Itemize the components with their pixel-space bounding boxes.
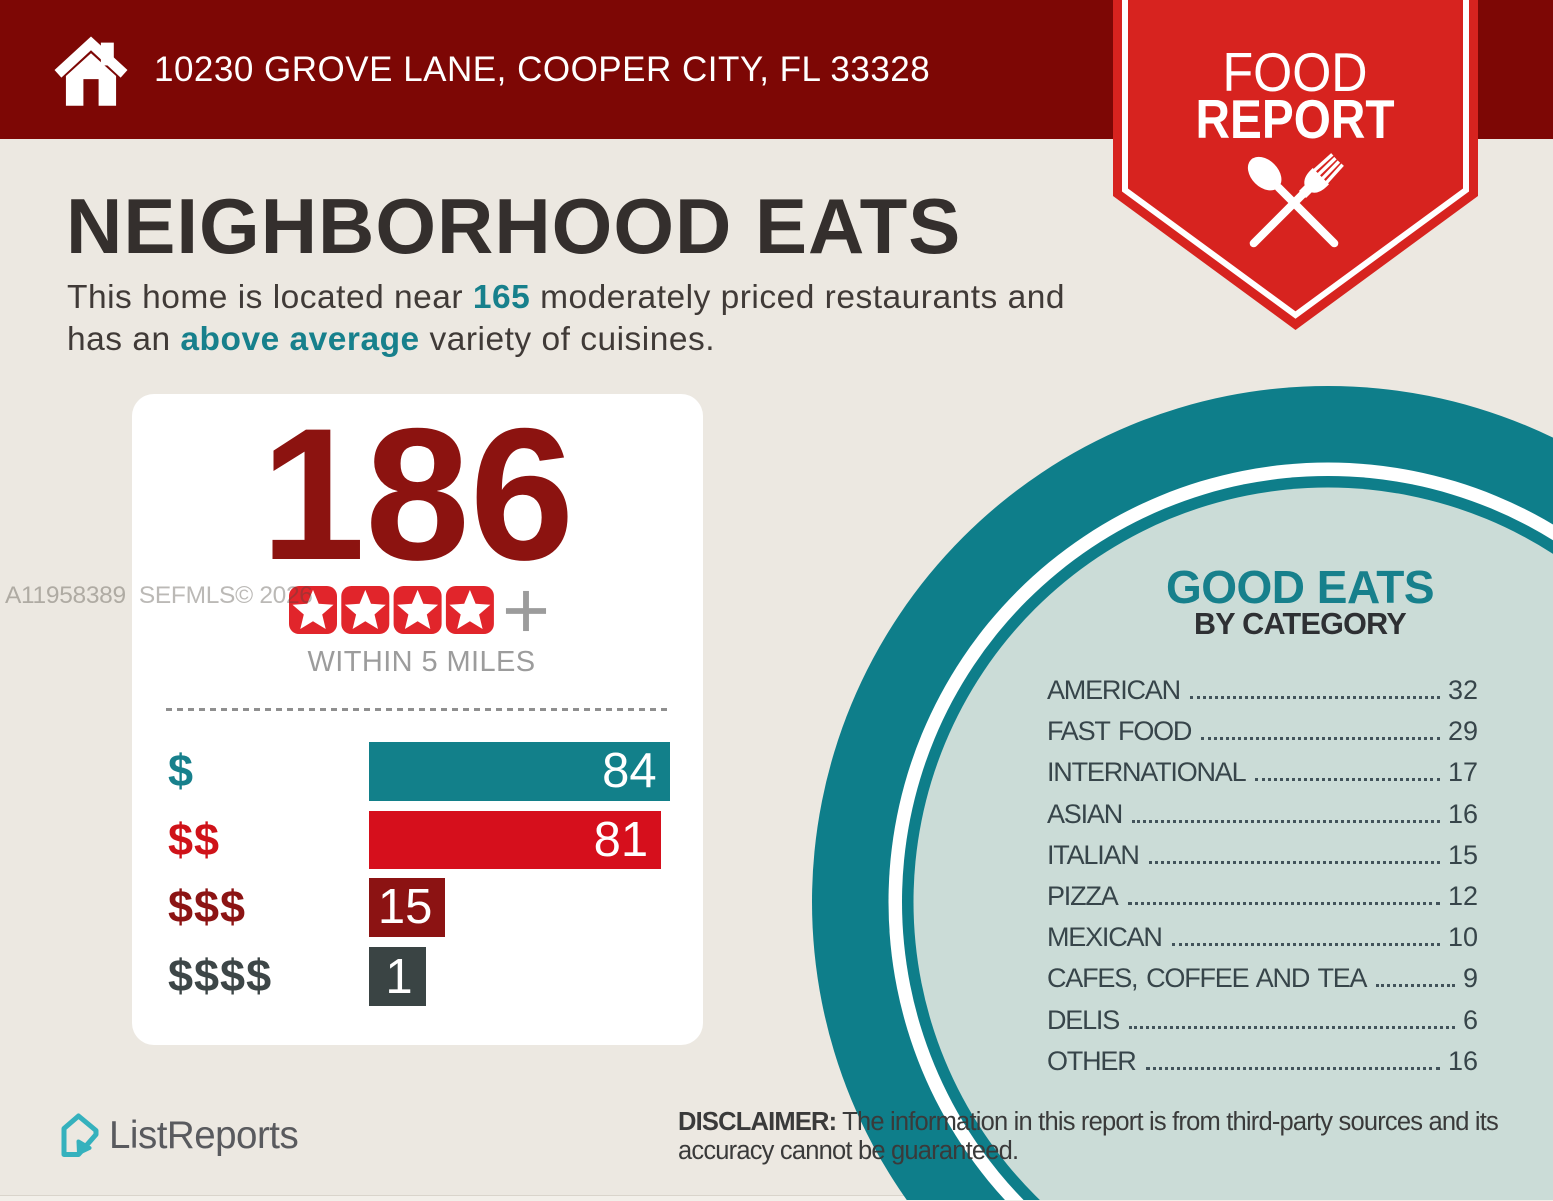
svg-text:REPORT: REPORT [1196, 88, 1395, 150]
